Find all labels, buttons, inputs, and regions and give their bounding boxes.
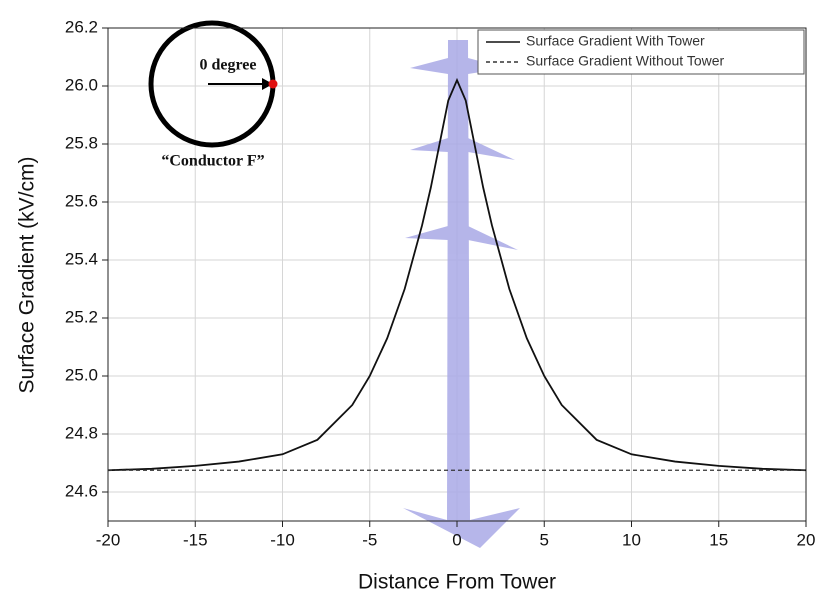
- y-tick-label: 25.2: [65, 307, 98, 326]
- inset: 0 degree “Conductor F”: [148, 20, 278, 170]
- y-tick-label: 24.6: [65, 481, 98, 500]
- x-tick-label: 10: [622, 530, 641, 549]
- y-tick-label: 25.8: [65, 133, 98, 152]
- legend-label: Surface Gradient With Tower: [526, 33, 705, 49]
- x-tick-label: 5: [540, 530, 549, 549]
- y-tick-label: 25.6: [65, 191, 98, 210]
- x-tick-label: -20: [96, 530, 121, 549]
- legend-label: Surface Gradient Without Tower: [526, 53, 725, 69]
- legend-box: [477, 29, 805, 75]
- x-tick-label: -10: [270, 530, 295, 549]
- angle-label: 0 degree: [199, 57, 256, 74]
- x-tick-label: 20: [797, 530, 816, 549]
- x-tick-label: -5: [362, 530, 377, 549]
- x-tick-label: -15: [183, 530, 208, 549]
- arrow-head: [262, 78, 273, 90]
- x-tick-label: 15: [709, 530, 728, 549]
- red-dot: [268, 79, 278, 89]
- y-tick-label: 24.8: [65, 423, 98, 442]
- y-tick-label: 26.2: [65, 17, 98, 36]
- y-tick-label: 25.0: [65, 365, 98, 384]
- y-axis-label: Surface Gradient (kV/cm): [16, 157, 39, 394]
- y-tick-label: 25.4: [65, 249, 98, 268]
- tower-illustration: [403, 40, 520, 548]
- conductor-label: “Conductor F”: [161, 153, 264, 170]
- legend: Surface Gradient With Tower Surface Gradi…: [477, 29, 805, 75]
- x-axis-label: Distance From Tower: [358, 571, 556, 594]
- plot-frame: [107, 27, 807, 522]
- y-tick-label: 26.0: [65, 75, 98, 94]
- x-tick-label: 0: [452, 530, 461, 549]
- series-line: [107, 77, 807, 472]
